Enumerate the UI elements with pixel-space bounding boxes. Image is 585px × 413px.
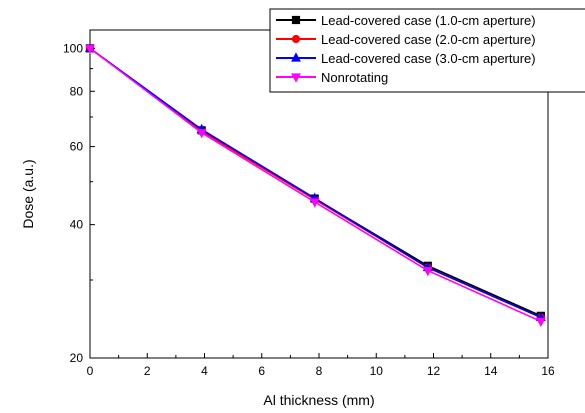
legend-marker [291,52,301,62]
legend-label: Nonrotating [321,70,388,85]
legend-marker [291,15,301,25]
data-point [309,198,320,208]
x-tick-label: 10 [370,364,384,378]
x-axis-title: Al thickness (mm) [263,392,374,408]
y-tick-label: 20 [70,351,84,365]
series-layer [85,42,546,327]
data-point [85,44,95,55]
y-tick-label: 60 [70,140,84,154]
legend-item: Nonrotating [276,70,388,85]
axes: 0 2 4 6 8 10 12 14 16 20 40 60 80 100 [63,41,555,378]
x-tick-label: 2 [144,364,151,378]
x-tick-label: 16 [541,364,555,378]
legend-label: Lead-covered case (2.0-cm aperture) [321,32,536,47]
legend-box [269,8,585,93]
legend-label: Lead-covered case (1.0-cm aperture) [321,13,536,28]
x-tick-label: 4 [201,364,208,378]
data-point [535,317,546,327]
x-tick-label: 12 [427,364,441,378]
legend: Lead-covered case (1.0-cm aperture) Lead-… [269,8,585,93]
x-tick-label: 8 [316,364,323,378]
y-tick-label: 100 [63,41,83,55]
y-tick-label: 80 [70,84,84,98]
legend-marker [291,34,301,44]
y-axis-title: Dose (a.u.) [20,159,36,228]
series-4 [85,44,546,327]
legend-label: Lead-covered case (3.0-cm aperture) [321,51,536,66]
x-tick-label: 14 [484,364,498,378]
x-tick-label: 0 [87,364,94,378]
legend-item: Lead-covered case (3.0-cm aperture) [276,51,536,66]
legend-marker [291,73,301,83]
data-point [422,266,433,277]
legend-item: Lead-covered case (1.0-cm aperture) [276,13,536,28]
x-tick-label: 6 [258,364,265,378]
legend-item: Lead-covered case (2.0-cm aperture) [276,32,536,47]
data-point [196,129,207,139]
y-tick-label: 40 [70,218,84,232]
